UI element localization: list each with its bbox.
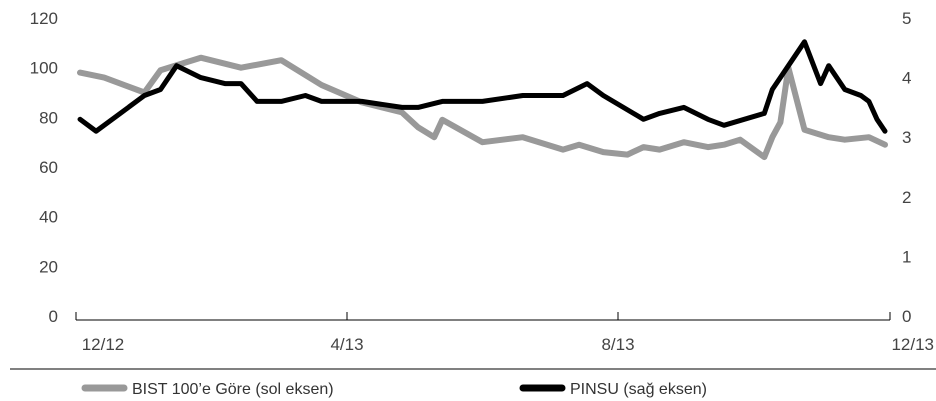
right-tick-label: 5 (902, 9, 911, 28)
legend-item-pinsu: PINSU (sağ eksen) (519, 381, 707, 398)
left-axis-tick-labels: 0 20 40 60 80 100 120 (30, 9, 58, 326)
x-tick-label: 12/12 (82, 335, 125, 354)
left-tick-label: 120 (30, 9, 58, 28)
x-tick-label: 12/13 (891, 335, 934, 354)
right-tick-label: 3 (902, 128, 911, 147)
left-tick-label: 60 (39, 158, 58, 177)
series-line-bist (77, 54, 888, 161)
x-tick-label: 4/13 (330, 335, 363, 354)
legend-label-pinsu: PINSU (sağ eksen) (570, 381, 707, 398)
x-tick-label: 8/13 (601, 335, 634, 354)
legend-label-bist: BIST 100’e Göre (sol eksen) (132, 381, 334, 398)
legend: BIST 100’e Göre (sol eksen) PINSU (sağ e… (81, 381, 707, 398)
right-axis-tick-labels: 0 1 2 3 4 5 (902, 9, 911, 326)
left-tick-label: 20 (39, 257, 58, 276)
left-tick-label: 100 (30, 59, 58, 78)
legend-item-bist: BIST 100’e Göre (sol eksen) (81, 381, 334, 398)
left-tick-label: 0 (49, 307, 58, 326)
x-axis-tick-labels: 12/12 4/13 8/13 12/13 (82, 335, 934, 354)
series-layer (77, 39, 888, 161)
right-tick-label: 4 (902, 69, 911, 88)
left-tick-label: 40 (39, 208, 58, 227)
left-tick-label: 80 (39, 108, 58, 127)
series-line-pinsu (77, 39, 888, 134)
right-tick-label: 1 (902, 247, 911, 266)
x-axis (75, 312, 891, 321)
right-tick-label: 2 (902, 188, 911, 207)
right-tick-label: 0 (902, 307, 911, 326)
